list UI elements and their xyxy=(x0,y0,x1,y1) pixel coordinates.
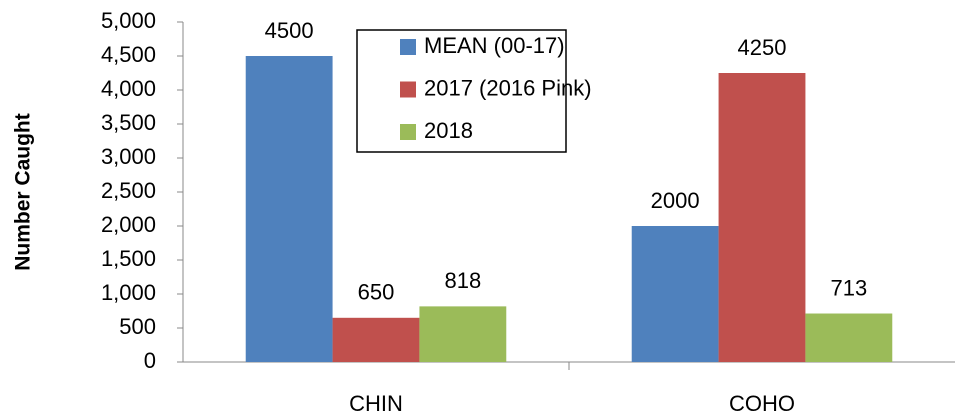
y-tick-label: 500 xyxy=(119,314,156,339)
legend-swatch xyxy=(400,39,416,55)
y-tick-label: 4,000 xyxy=(101,76,156,101)
data-label: 2000 xyxy=(651,188,700,213)
y-tick-label: 2,000 xyxy=(101,212,156,237)
bar xyxy=(631,226,719,362)
y-tick-label: 3,000 xyxy=(101,144,156,169)
data-label: 818 xyxy=(444,268,481,293)
legend-swatch xyxy=(400,124,416,140)
x-tick-label: COHO xyxy=(729,391,795,416)
legend-box xyxy=(356,29,567,153)
y-tick-label: 0 xyxy=(144,348,156,373)
y-tick-label: 5,000 xyxy=(101,8,156,33)
bar xyxy=(245,56,333,362)
y-tick-label: 3,500 xyxy=(101,110,156,135)
data-label: 4500 xyxy=(265,18,314,43)
y-tick-label: 4,500 xyxy=(101,42,156,67)
y-axis-label: Number Caught xyxy=(12,113,35,271)
bar xyxy=(805,313,893,362)
bar xyxy=(332,317,420,362)
y-tick-label: 2,500 xyxy=(101,178,156,203)
data-label: 713 xyxy=(830,275,867,300)
data-label: 650 xyxy=(358,280,395,305)
legend-label: MEAN (00-17) xyxy=(424,33,565,58)
x-tick-label: CHIN xyxy=(349,391,403,416)
y-tick-label: 1,500 xyxy=(101,246,156,271)
y-tick-label: 1,000 xyxy=(101,280,156,305)
bar xyxy=(419,306,507,362)
data-label: 4250 xyxy=(738,35,787,60)
bar xyxy=(718,73,806,362)
legend-label: 2017 (2016 Pink) xyxy=(424,75,592,100)
legend-label: 2018 xyxy=(424,118,473,143)
legend-swatch xyxy=(400,81,416,98)
